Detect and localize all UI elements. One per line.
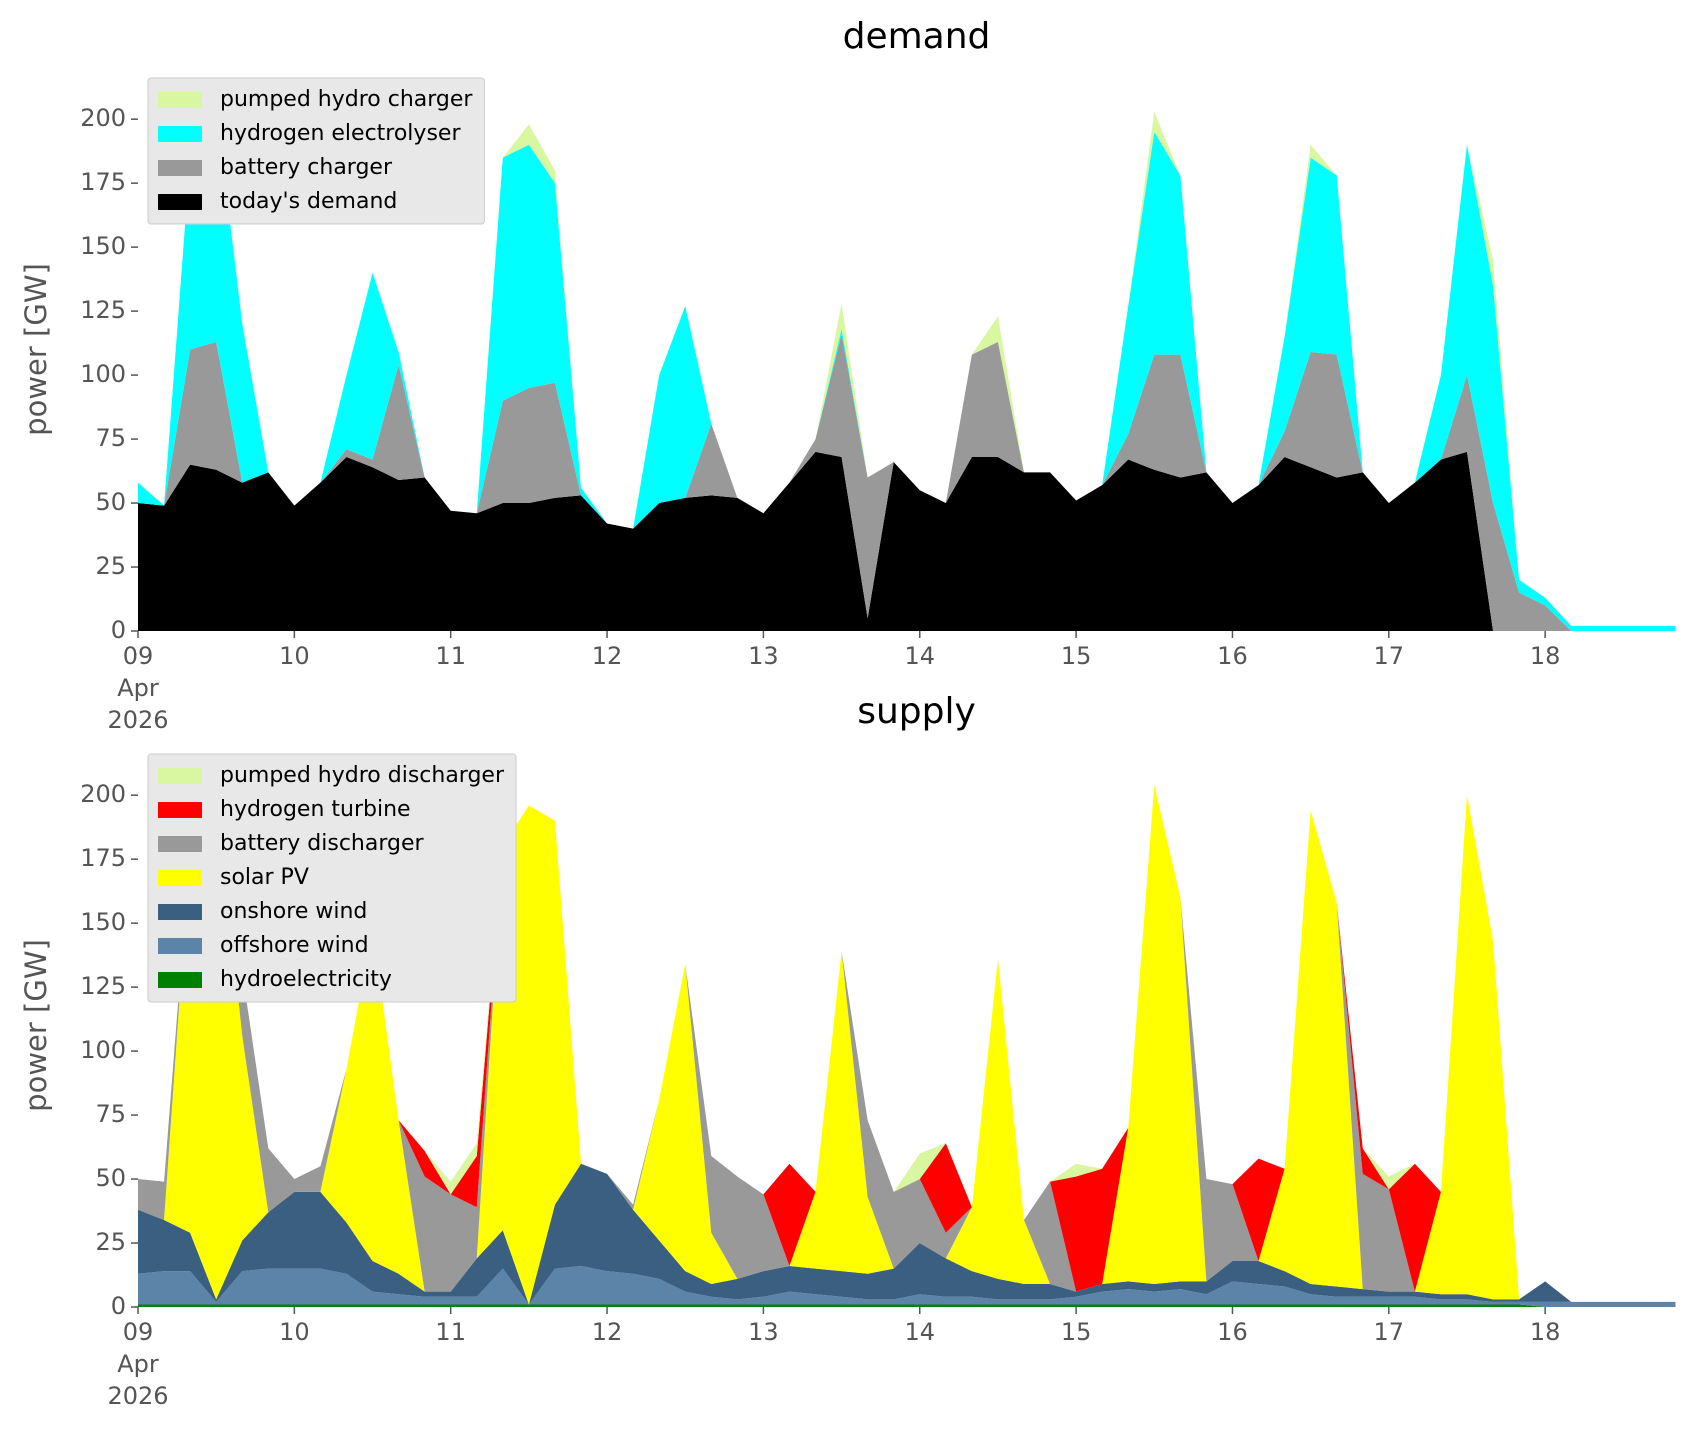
y-tick-label: 0 xyxy=(111,616,126,644)
y-tick-label: 50 xyxy=(95,1164,126,1192)
y-tick-label: 100 xyxy=(80,1036,126,1064)
area xyxy=(138,451,1676,631)
y-tick-label: 100 xyxy=(80,360,126,388)
x-tick-label: 14 xyxy=(904,1318,935,1346)
legend-label: hydrogen turbine xyxy=(220,797,411,822)
legend-swatch xyxy=(158,160,202,176)
x-tick-label: 18 xyxy=(1530,1318,1561,1346)
x-tick-label: 12 xyxy=(592,1318,623,1346)
legend-box xyxy=(147,753,517,1003)
x-tick-label: 15 xyxy=(1061,642,1092,670)
area xyxy=(138,784,1676,1302)
x-tick-label: 09 Apr 2026 xyxy=(107,642,168,734)
x-tick-label: 09 Apr 2026 xyxy=(107,1318,168,1410)
x-tick-label: 12 xyxy=(592,642,623,670)
legend-label: offshore wind xyxy=(220,933,369,958)
area xyxy=(138,1163,1676,1305)
area xyxy=(138,334,1676,631)
legend-label: hydroelectricity xyxy=(220,967,392,992)
legend-swatch xyxy=(158,768,202,784)
area xyxy=(138,106,1676,631)
x-tick-label: 13 xyxy=(748,642,779,670)
area xyxy=(138,1266,1676,1307)
area xyxy=(138,784,1676,1305)
legend-swatch xyxy=(158,194,202,210)
x-tick-label: 10 xyxy=(279,1318,310,1346)
x-tick-label: 14 xyxy=(904,642,935,670)
x-tick-label: 17 xyxy=(1374,1318,1405,1346)
y-axis-label: power [GW] xyxy=(19,263,53,436)
legend-swatch xyxy=(158,904,202,920)
chart-title: supply xyxy=(857,691,976,732)
x-tick-label: 10 xyxy=(279,642,310,670)
legend-box xyxy=(147,77,485,225)
x-tick-label: 13 xyxy=(748,1318,779,1346)
y-axis-label: power [GW] xyxy=(19,939,53,1112)
y-tick-label: 200 xyxy=(80,780,126,808)
area xyxy=(138,1304,1676,1307)
legend-label: battery charger xyxy=(220,155,393,180)
y-tick-label: 150 xyxy=(80,232,126,260)
legend-swatch xyxy=(158,802,202,818)
legend-swatch xyxy=(158,126,202,142)
y-tick-label: 175 xyxy=(80,168,126,196)
legend-label: onshore wind xyxy=(220,899,367,924)
y-tick-label: 25 xyxy=(95,552,126,580)
y-tick-label: 50 xyxy=(95,488,126,516)
x-tick-label: 17 xyxy=(1374,642,1405,670)
legend-label: battery discharger xyxy=(220,831,425,856)
x-tick-label: 11 xyxy=(435,642,466,670)
y-tick-label: 125 xyxy=(80,296,126,324)
x-tick-label: 18 xyxy=(1530,642,1561,670)
y-tick-label: 75 xyxy=(95,424,126,452)
legend-swatch xyxy=(158,870,202,886)
y-tick-label: 25 xyxy=(95,1228,126,1256)
x-tick-label: 11 xyxy=(435,1318,466,1346)
legend-swatch xyxy=(158,938,202,954)
y-tick-label: 200 xyxy=(80,104,126,132)
y-tick-label: 150 xyxy=(80,908,126,936)
y-tick-label: 75 xyxy=(95,1100,126,1128)
legend-swatch xyxy=(158,92,202,108)
legend-label: solar PV xyxy=(220,865,309,890)
legend-swatch xyxy=(158,836,202,852)
y-tick-label: 0 xyxy=(111,1292,126,1320)
x-tick-label: 15 xyxy=(1061,1318,1092,1346)
x-tick-label: 16 xyxy=(1217,1318,1248,1346)
legend-label: pumped hydro discharger xyxy=(220,763,505,788)
legend-label: today's demand xyxy=(220,189,397,214)
y-tick-label: 175 xyxy=(80,844,126,872)
legend-swatch xyxy=(158,972,202,988)
x-tick-label: 16 xyxy=(1217,642,1248,670)
y-tick-label: 125 xyxy=(80,972,126,1000)
chart-title: demand xyxy=(843,16,991,57)
legend-label: hydrogen electrolyser xyxy=(220,121,461,146)
legend-label: pumped hydro charger xyxy=(220,87,473,112)
